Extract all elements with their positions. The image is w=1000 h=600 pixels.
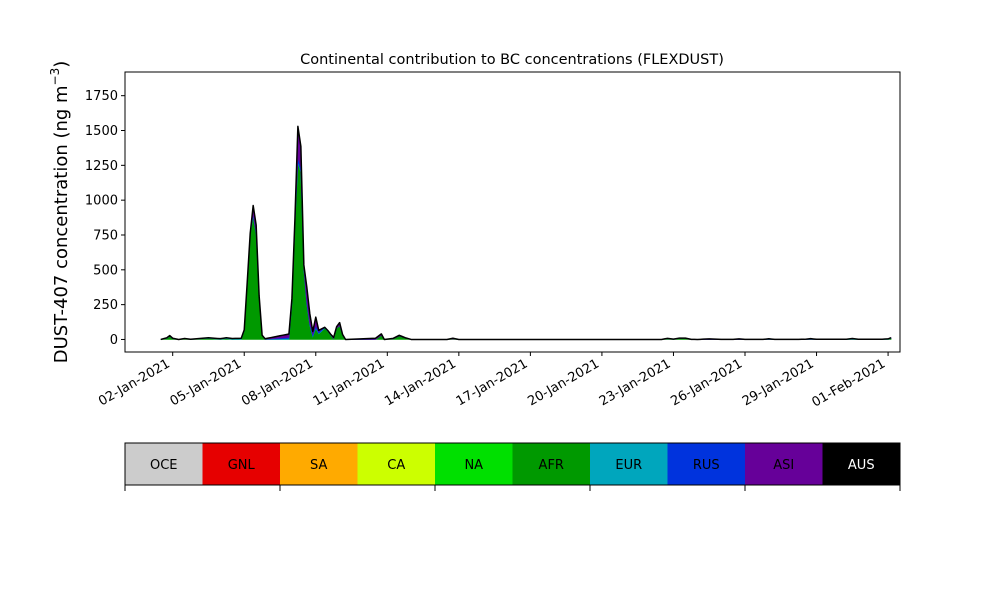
- y-tick-label: 1500: [85, 124, 118, 139]
- legend-swatch-ca: [357, 443, 435, 485]
- legend-label-oce: OCE: [150, 458, 178, 473]
- legend-swatch-rus: [667, 443, 745, 485]
- y-tick-label: 250: [93, 298, 118, 313]
- y-tick-label: 1000: [85, 194, 118, 209]
- legend-label-ca: CA: [387, 458, 405, 473]
- y-axis-label-text: DUST-407 concentration (ng m: [51, 85, 72, 363]
- legend-swatch-oce: [125, 443, 203, 485]
- y-tick-label: 750: [93, 228, 118, 243]
- legend-label-asi: ASI: [773, 458, 794, 473]
- y-tick-label: 500: [93, 263, 118, 278]
- legend-label-gnl: GNL: [228, 458, 256, 473]
- legend-swatch-aus: [822, 443, 900, 485]
- total-concentration-line: [160, 125, 892, 341]
- y-tick-label: 0: [110, 333, 118, 348]
- legend-label-eur: EUR: [615, 458, 642, 473]
- chart-title: Continental contribution to BC concentra…: [300, 52, 724, 68]
- legend-label-afr: AFR: [539, 458, 564, 473]
- y-tick-label: 1750: [85, 89, 118, 104]
- y-tick-label: 1250: [85, 159, 118, 174]
- y-axis-label-exponent: −3: [48, 68, 62, 86]
- legend-label-sa: SA: [310, 458, 327, 473]
- legend-swatch-eur: [590, 443, 668, 485]
- legend-swatch-sa: [280, 443, 358, 485]
- legend-swatch-gnl: [202, 443, 280, 485]
- legend-label-rus: RUS: [693, 458, 720, 473]
- legend-frame: [124, 442, 901, 486]
- plot-frame: [124, 71, 901, 353]
- legend-swatch-afr: [512, 443, 590, 485]
- y-axis-label: DUST-407 concentration (ng m−3): [48, 61, 72, 364]
- legend-colorbar: OCE GNL SA CA NA AFR EUR RUS ASI AUS: [124, 442, 901, 491]
- y-axis-label-close: ): [51, 61, 72, 68]
- legend-swatch-asi: [745, 443, 823, 485]
- legend-swatch-na: [435, 443, 513, 485]
- legend-label-na: NA: [464, 458, 483, 473]
- legend-label-aus: AUS: [848, 458, 875, 473]
